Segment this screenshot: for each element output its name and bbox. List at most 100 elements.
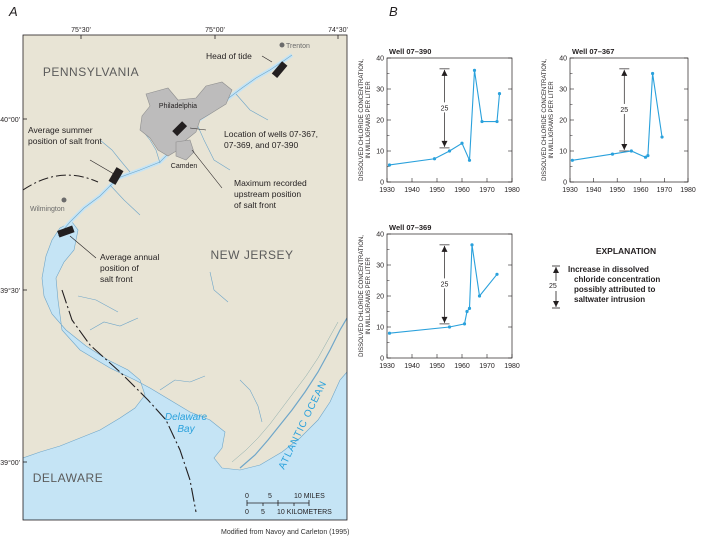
x-tick-label: 1930 (379, 363, 395, 370)
city-label-wilmington: Wilmington (30, 206, 65, 213)
annotation-wells-line-2: 07-369, and 07-390 (224, 140, 298, 150)
chart-well-07-367: Well 07–367 0 10 20 30 40 1930 1940 1950 1960 1970… (542, 47, 696, 194)
state-label-delaware: DELAWARE (33, 471, 103, 485)
philadelphia-urban-area (139, 81, 233, 157)
x-tick-label: 1970 (657, 187, 673, 194)
x-tick-label: 1970 (479, 187, 495, 194)
x-tick-label: 1930 (562, 187, 578, 194)
annotation-summer-line-2: position of salt front (28, 136, 102, 146)
lat-label-1: 40°00' (0, 116, 20, 124)
data-point (387, 163, 392, 167)
explanation-line-1: Increase in dissolved (568, 265, 649, 274)
increase-arrow-down (441, 316, 448, 323)
data-point (497, 92, 502, 96)
x-tick-label: 1980 (504, 187, 520, 194)
x-tick-label: 1940 (586, 187, 602, 194)
annotation-max-line-3: of salt front (234, 200, 277, 210)
data-point (465, 309, 469, 314)
increase-label: 25 (441, 105, 449, 112)
y-axis-label-line-1: DISSOLVED CHLORIDE CONCENTRATION, (359, 235, 365, 357)
plot-frame (386, 57, 513, 183)
pa-de-boundary (23, 174, 99, 191)
y-axis-label-line-2: IN MILLIGRAMS PER LITER (549, 81, 555, 159)
annotation-head-of-tide: Head of tide (206, 51, 252, 61)
lon-label-1: 75°30' (71, 26, 91, 34)
lat-label-3: 39°00' (0, 459, 20, 467)
data-point (643, 155, 648, 159)
explanation-line-3: possibly attributed to (574, 285, 656, 294)
increase-label: 25 (620, 107, 628, 114)
chart-well-07-369: Well 07–369 0 10 20 30 40 1930 1940 1950 1960 1970… (359, 223, 520, 370)
summer-salt-front-marker (108, 167, 124, 185)
scale-km-0: 0 (245, 509, 249, 516)
data-point (387, 331, 392, 335)
y-tick-label: 20 (376, 118, 384, 125)
de-nj-boundary (61, 289, 197, 513)
lat-label-2: 39°30' (0, 287, 20, 295)
data-point (495, 119, 499, 124)
explanation-title: EXPLANATION (595, 246, 657, 256)
scale-km-5: 5 (261, 509, 265, 516)
increase-arrow-down (441, 140, 448, 147)
x-tick-label: 1960 (454, 363, 470, 370)
city-label-camden: Camden (171, 163, 198, 170)
y-tick-label: 40 (376, 56, 384, 63)
increase-arrow-up (441, 69, 448, 76)
annual-salt-front-marker (57, 225, 75, 238)
chart-title: Well 07–369 (389, 223, 431, 232)
x-tick-label: 1980 (504, 363, 520, 370)
y-tick-label: 0 (563, 180, 567, 187)
x-tick-label: 1930 (379, 187, 395, 194)
explanation-box: EXPLANATION 25 Increase in dissolved chl… (548, 246, 698, 309)
max-salt-front-marker (172, 121, 188, 137)
data-point (610, 152, 615, 156)
y-tick-label: 30 (376, 87, 384, 94)
annotation-summer-line-1: Average summer (28, 125, 93, 135)
x-tick-label: 1980 (680, 187, 696, 194)
tributaries (77, 93, 269, 423)
y-tick-label: 30 (376, 263, 384, 270)
explanation-text: Increase in dissolved chloride concentra… (568, 265, 660, 305)
wilmington-dot (61, 197, 67, 203)
increase-label-bg (438, 278, 451, 289)
explanation-line-4: saltwater intrusion (574, 295, 646, 304)
y-tick-label: 10 (376, 325, 384, 332)
y-axis-label-line-1: DISSOLVED CHLORIDE CONCENTRATION, (542, 59, 548, 181)
series-line (389, 244, 498, 334)
city-label-trenton: Trenton (286, 43, 310, 50)
panel-b-letter: B (389, 4, 398, 19)
increase-label: 25 (441, 281, 449, 288)
data-point (467, 306, 472, 310)
map-credit: Modified from Navoy and Carleton (1995) (221, 529, 350, 536)
lon-label-2: 75°00' (205, 26, 225, 34)
annotation-max-line-2: upstream position (234, 189, 301, 199)
scale-miles-0: 0 (245, 493, 249, 500)
y-axis-label-line-1: DISSOLVED CHLORIDE CONCENTRATION, (359, 59, 365, 181)
chart-well-07-390: Well 07–390 0 10 20 30 40 1930 1940 1950 1960 1970… (359, 47, 520, 194)
x-tick-label: 1940 (404, 187, 420, 194)
panel-a-letter: A (9, 4, 18, 19)
increase-arrow-down (621, 144, 628, 150)
delaware-bay-water (23, 221, 347, 520)
data-point (472, 68, 477, 72)
nj-barrier-islands (239, 317, 347, 469)
data-point (447, 325, 452, 329)
annotation-max-line-1: Maximum recorded (234, 178, 307, 188)
increase-arrow-up (441, 245, 448, 252)
increase-label-bg (438, 102, 451, 113)
data-point (467, 158, 472, 162)
data-point (460, 141, 464, 145)
x-tick-label: 1950 (609, 187, 625, 194)
y-tick-label: 0 (380, 180, 384, 187)
x-tick-label: 1950 (429, 363, 445, 370)
annotation-annual-line-2: position of (100, 263, 139, 273)
y-tick-label: 40 (376, 232, 384, 239)
data-point (470, 243, 474, 247)
increase-arrow-up (621, 69, 628, 76)
y-axis-label-line-2: IN MILLIGRAMS PER LITER (366, 257, 372, 335)
x-tick-label: 1940 (404, 363, 420, 370)
explanation-line-2: chloride concentration (574, 275, 661, 284)
y-tick-label: 0 (380, 356, 384, 363)
y-tick-label: 40 (559, 56, 567, 63)
annotation-annual-line-3: salt front (100, 274, 133, 284)
